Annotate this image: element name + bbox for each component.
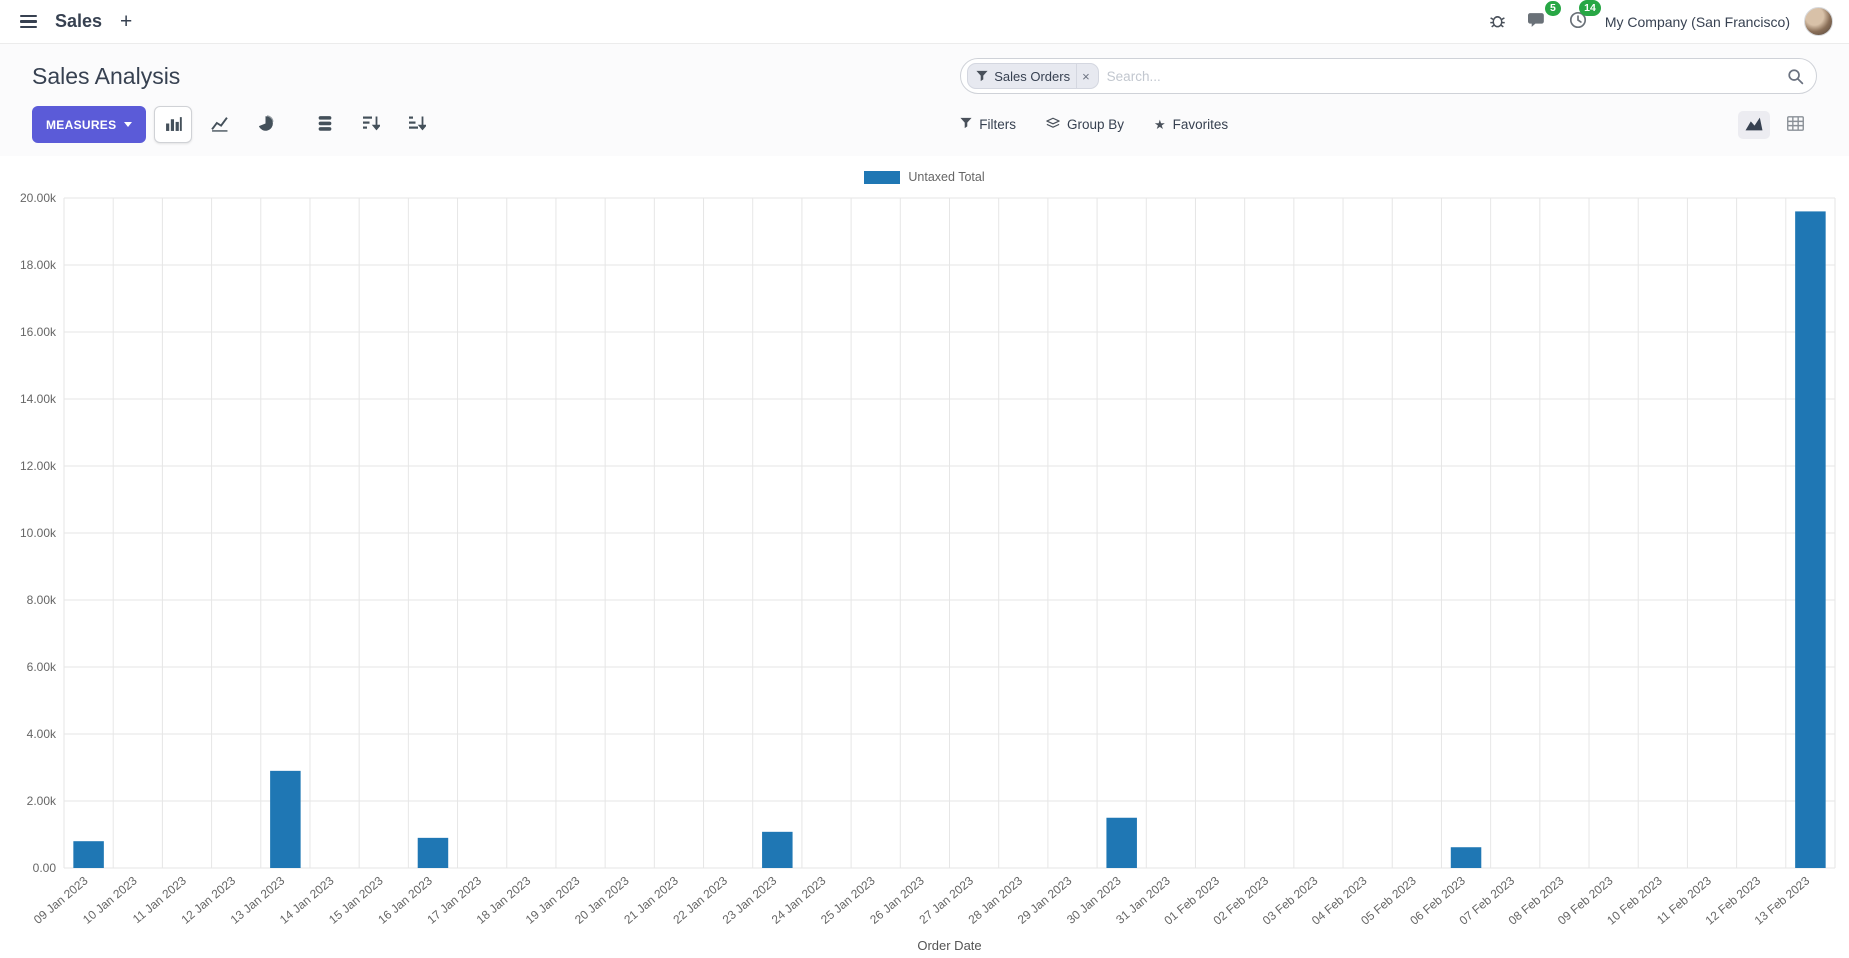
clock-icon [1569, 11, 1587, 32]
svg-text:14.00k: 14.00k [20, 392, 57, 406]
messages-badge: 5 [1544, 0, 1561, 16]
chat-icon [1527, 12, 1547, 32]
filters-button[interactable]: Filters [960, 117, 1016, 132]
sort-descending-icon [362, 115, 382, 134]
line-chart-button[interactable] [200, 106, 238, 143]
favorites-button[interactable]: ★ Favorites [1154, 117, 1228, 132]
facet-remove-button[interactable]: × [1076, 64, 1098, 88]
group-by-label: Group By [1066, 117, 1124, 132]
measures-button[interactable]: MEASURES [32, 106, 147, 143]
bar-chart[interactable]: 0.00 2.00k 4.00k 6.00k 8.00k 10.00k 12.00k 14.0… [0, 190, 1849, 958]
activities-button[interactable]: 14 [1565, 0, 1601, 36]
legend-swatch [864, 170, 901, 184]
app-name[interactable]: Sales [55, 11, 103, 31]
svg-text:8.00k: 8.00k [27, 593, 57, 607]
graph-view-icon [1745, 116, 1763, 134]
svg-text:20.00k: 20.00k [20, 191, 57, 205]
measures-label: MEASURES [46, 117, 117, 132]
user-avatar[interactable] [1804, 7, 1833, 36]
filter-icon [960, 117, 972, 132]
chart-area: Untaxed Total 0.00 2.00k 4.00k 6.00k 8.00k 10… [0, 156, 1849, 958]
bar-chart-icon [165, 115, 182, 135]
svg-text:18.00k: 18.00k [20, 258, 57, 272]
svg-text:Order Date: Order Date [917, 938, 981, 953]
caret-down-icon [124, 122, 133, 127]
top-navbar: Sales + 5 14 [0, 0, 1849, 44]
chart-legend[interactable]: Untaxed Total [0, 164, 1849, 190]
svg-text:16.00k: 16.00k [20, 325, 57, 339]
stacked-icon [317, 115, 333, 135]
pie-chart-button[interactable] [246, 106, 284, 143]
search-input[interactable] [1106, 68, 1779, 84]
svg-text:4.00k: 4.00k [27, 727, 57, 741]
graph-view-button[interactable] [1738, 110, 1770, 139]
stacked-toggle-button[interactable] [306, 106, 344, 143]
svg-text:13 Feb 2023: 13 Feb 2023 [1752, 873, 1813, 927]
sort-ascending-icon [408, 115, 428, 134]
layers-icon [1046, 117, 1060, 133]
pivot-view-icon [1787, 115, 1804, 134]
search-facet[interactable]: Sales Orders × [967, 63, 1099, 89]
svg-text:6.00k: 6.00k [27, 660, 57, 674]
page-title: Sales Analysis [32, 62, 181, 89]
activities-badge: 14 [1579, 0, 1601, 16]
line-chart-icon [211, 115, 228, 135]
debug-button[interactable] [1485, 8, 1510, 36]
search-icon[interactable] [1787, 68, 1804, 85]
favorites-label: Favorites [1172, 117, 1229, 132]
new-tab-button[interactable]: + [116, 6, 136, 38]
sort-ascending-button[interactable] [398, 106, 436, 143]
group-by-button[interactable]: Group By [1046, 117, 1124, 133]
star-icon: ★ [1153, 117, 1166, 132]
apps-menu-button[interactable] [16, 11, 41, 32]
svg-text:10.00k: 10.00k [20, 526, 57, 540]
sort-descending-button[interactable] [352, 106, 390, 143]
filter-icon [968, 70, 994, 82]
control-panel: Sales Analysis Sales Orders × MEASURES [0, 44, 1849, 156]
facet-label: Sales Orders [994, 68, 1071, 84]
hamburger-icon [20, 14, 37, 29]
search-bar[interactable]: Sales Orders × [960, 58, 1817, 94]
svg-text:10 Jan 2023: 10 Jan 2023 [80, 873, 140, 926]
pie-chart-icon [257, 114, 274, 135]
pivot-view-button[interactable] [1780, 111, 1811, 139]
svg-text:12.00k: 12.00k [20, 459, 57, 473]
bug-icon [1489, 12, 1506, 32]
messages-button[interactable]: 5 [1524, 0, 1561, 36]
legend-label: Untaxed Total [908, 170, 985, 184]
svg-text:0.00: 0.00 [33, 861, 57, 875]
svg-text:2.00k: 2.00k [27, 794, 57, 808]
bar-chart-button[interactable] [154, 106, 193, 143]
company-switcher[interactable]: My Company (San Francisco) [1604, 13, 1790, 30]
filters-label: Filters [979, 117, 1016, 132]
